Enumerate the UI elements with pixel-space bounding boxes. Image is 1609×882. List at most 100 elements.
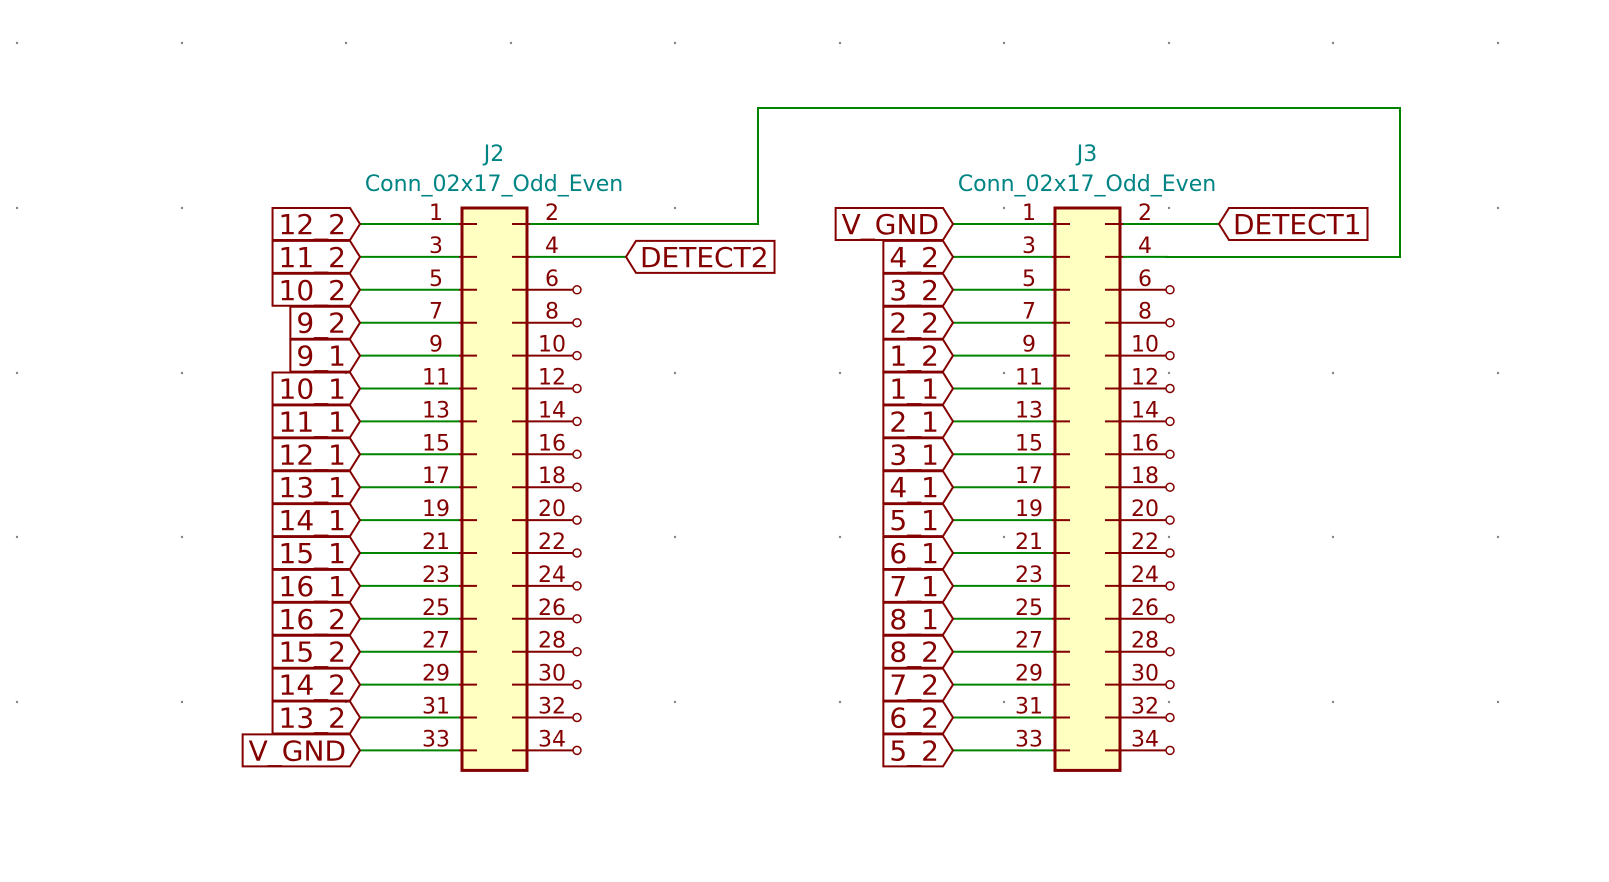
net-label-8-1: 8_1 (889, 603, 939, 636)
net-label-2-1: 2_1 (889, 405, 939, 438)
connector-j3[interactable]: 1 V_GND 3 4_2 5 3_2 7 2_2 9 1_2 11 1_1 13 2_1 15 3_1 17 4… (834, 201, 1369, 772)
unconnected-pin-marker (1165, 285, 1175, 295)
pin-number-5: 5 (1022, 267, 1036, 292)
grid-dot (673, 206, 677, 210)
hierarchical-label-flag (289, 338, 362, 373)
grid-dot (180, 700, 184, 704)
hierarchical-label-flag (882, 634, 955, 669)
unconnected-pin-marker (1165, 383, 1175, 394)
net-label-6-2: 6_2 (889, 702, 939, 735)
grid-dot (1002, 41, 1006, 45)
pin-number-25: 25 (422, 596, 450, 621)
pin-number-29: 29 (422, 662, 450, 687)
hierarchical-label-flag (882, 272, 955, 307)
grid-dot (673, 371, 677, 375)
hierarchical-label-flag (882, 667, 955, 702)
pin-number-34: 34 (538, 727, 566, 752)
net-label-v-gnd: V_GND (249, 734, 346, 767)
j2-body (460, 206, 529, 772)
hierarchical-label-flag (882, 568, 955, 603)
pin-number-19: 19 (1015, 497, 1043, 522)
net-label-14-1: 14_1 (279, 504, 346, 537)
unconnected-pin-marker (572, 515, 582, 525)
net-label-10-2: 10_2 (279, 274, 346, 307)
grid-dot (15, 535, 19, 539)
grid-dot (15, 700, 19, 704)
grid-dot (1496, 700, 1500, 704)
net-label-15-1: 15_1 (279, 537, 346, 570)
unconnected-pin-marker (1165, 679, 1175, 690)
pin-number-10: 10 (538, 333, 566, 358)
pin-number-23: 23 (422, 563, 450, 588)
grid-dot (15, 41, 19, 45)
hierarchical-label-flag (882, 536, 955, 570)
pin-number-28: 28 (1131, 629, 1159, 654)
unconnected-pin-marker (1165, 745, 1175, 756)
hierarchical-label-flag (271, 503, 362, 538)
pin-number-30: 30 (1131, 662, 1159, 687)
grid-dot (838, 41, 842, 45)
hierarchical-label-flag (882, 338, 955, 373)
pin-number-12: 12 (1131, 366, 1159, 391)
grid-dot (180, 371, 184, 375)
net-label-2-2: 2_2 (889, 307, 939, 340)
net-label-4-1: 4_1 (889, 471, 939, 504)
pin-number-9: 9 (429, 333, 443, 358)
j2-reference: J2 (482, 142, 505, 167)
pin-number-34: 34 (1131, 727, 1159, 752)
pin-number-11: 11 (422, 366, 450, 391)
grid-dot (673, 535, 677, 539)
hierarchical-label-flag (271, 700, 362, 735)
net-label-4-2: 4_2 (889, 241, 939, 274)
hierarchical-label-flag (882, 239, 955, 274)
pin-number-28: 28 (538, 629, 566, 654)
pin-number-8: 8 (1138, 300, 1152, 325)
hierarchical-label-flag (271, 207, 362, 241)
hierarchical-label-flag (271, 536, 362, 570)
unconnected-pin-marker (572, 745, 582, 756)
pin-number-31: 31 (422, 695, 450, 720)
unconnected-pin-marker (572, 614, 582, 624)
hierarchical-label-flag (271, 601, 362, 636)
pin-number-6: 6 (545, 267, 559, 292)
net-label-9-2: 9_2 (296, 307, 346, 340)
unconnected-pin-marker (1165, 449, 1175, 460)
pin-number-31: 31 (1015, 695, 1043, 720)
connector-j2[interactable]: 1 12_2 3 11_2 5 10_2 7 9_2 9 9_1 11 10_1 13 11_1 15 12_… (241, 201, 776, 772)
grid-dot (838, 371, 842, 375)
j3-body (1053, 206, 1122, 772)
net-label-6-1: 6_1 (889, 537, 939, 570)
hierarchical-label-flag (271, 371, 362, 406)
net-label-8-2: 8_2 (889, 636, 939, 669)
j3-reference: J3 (1075, 142, 1098, 167)
grid-dot (1496, 206, 1500, 210)
grid-dot (1002, 206, 1006, 210)
hierarchical-label-flag (834, 207, 955, 241)
grid-dot (673, 700, 677, 704)
net-label-16-1: 16_1 (279, 570, 346, 603)
grid-dot (1002, 700, 1006, 704)
pin-number-10: 10 (1131, 333, 1159, 358)
unconnected-pin-marker (1165, 614, 1175, 624)
hierarchical-label-flag (271, 568, 362, 603)
hierarchical-label-flag (882, 601, 955, 636)
unconnected-pin-marker (572, 679, 582, 690)
net-label-detect2: DETECT2 (640, 241, 769, 274)
pin-number-22: 22 (538, 530, 566, 555)
grid-dot (1331, 700, 1335, 704)
grid-dot (1167, 371, 1171, 375)
unconnected-pin-marker (572, 383, 582, 394)
grid-dot (15, 206, 19, 210)
pin-number-27: 27 (1015, 629, 1043, 654)
detect-link-wire[interactable] (575, 107, 1401, 258)
pin-number-20: 20 (1131, 497, 1159, 522)
net-label-3-2: 3_2 (889, 274, 939, 307)
grid-dot (509, 41, 513, 45)
net-label-13-2: 13_2 (279, 702, 346, 735)
pin-number-21: 21 (1015, 530, 1043, 555)
pin-number-7: 7 (1022, 300, 1036, 325)
pin-number-17: 17 (422, 464, 450, 489)
pin-number-23: 23 (1015, 563, 1043, 588)
grid-dot (1167, 41, 1171, 45)
hierarchical-label-flag (1217, 207, 1369, 241)
